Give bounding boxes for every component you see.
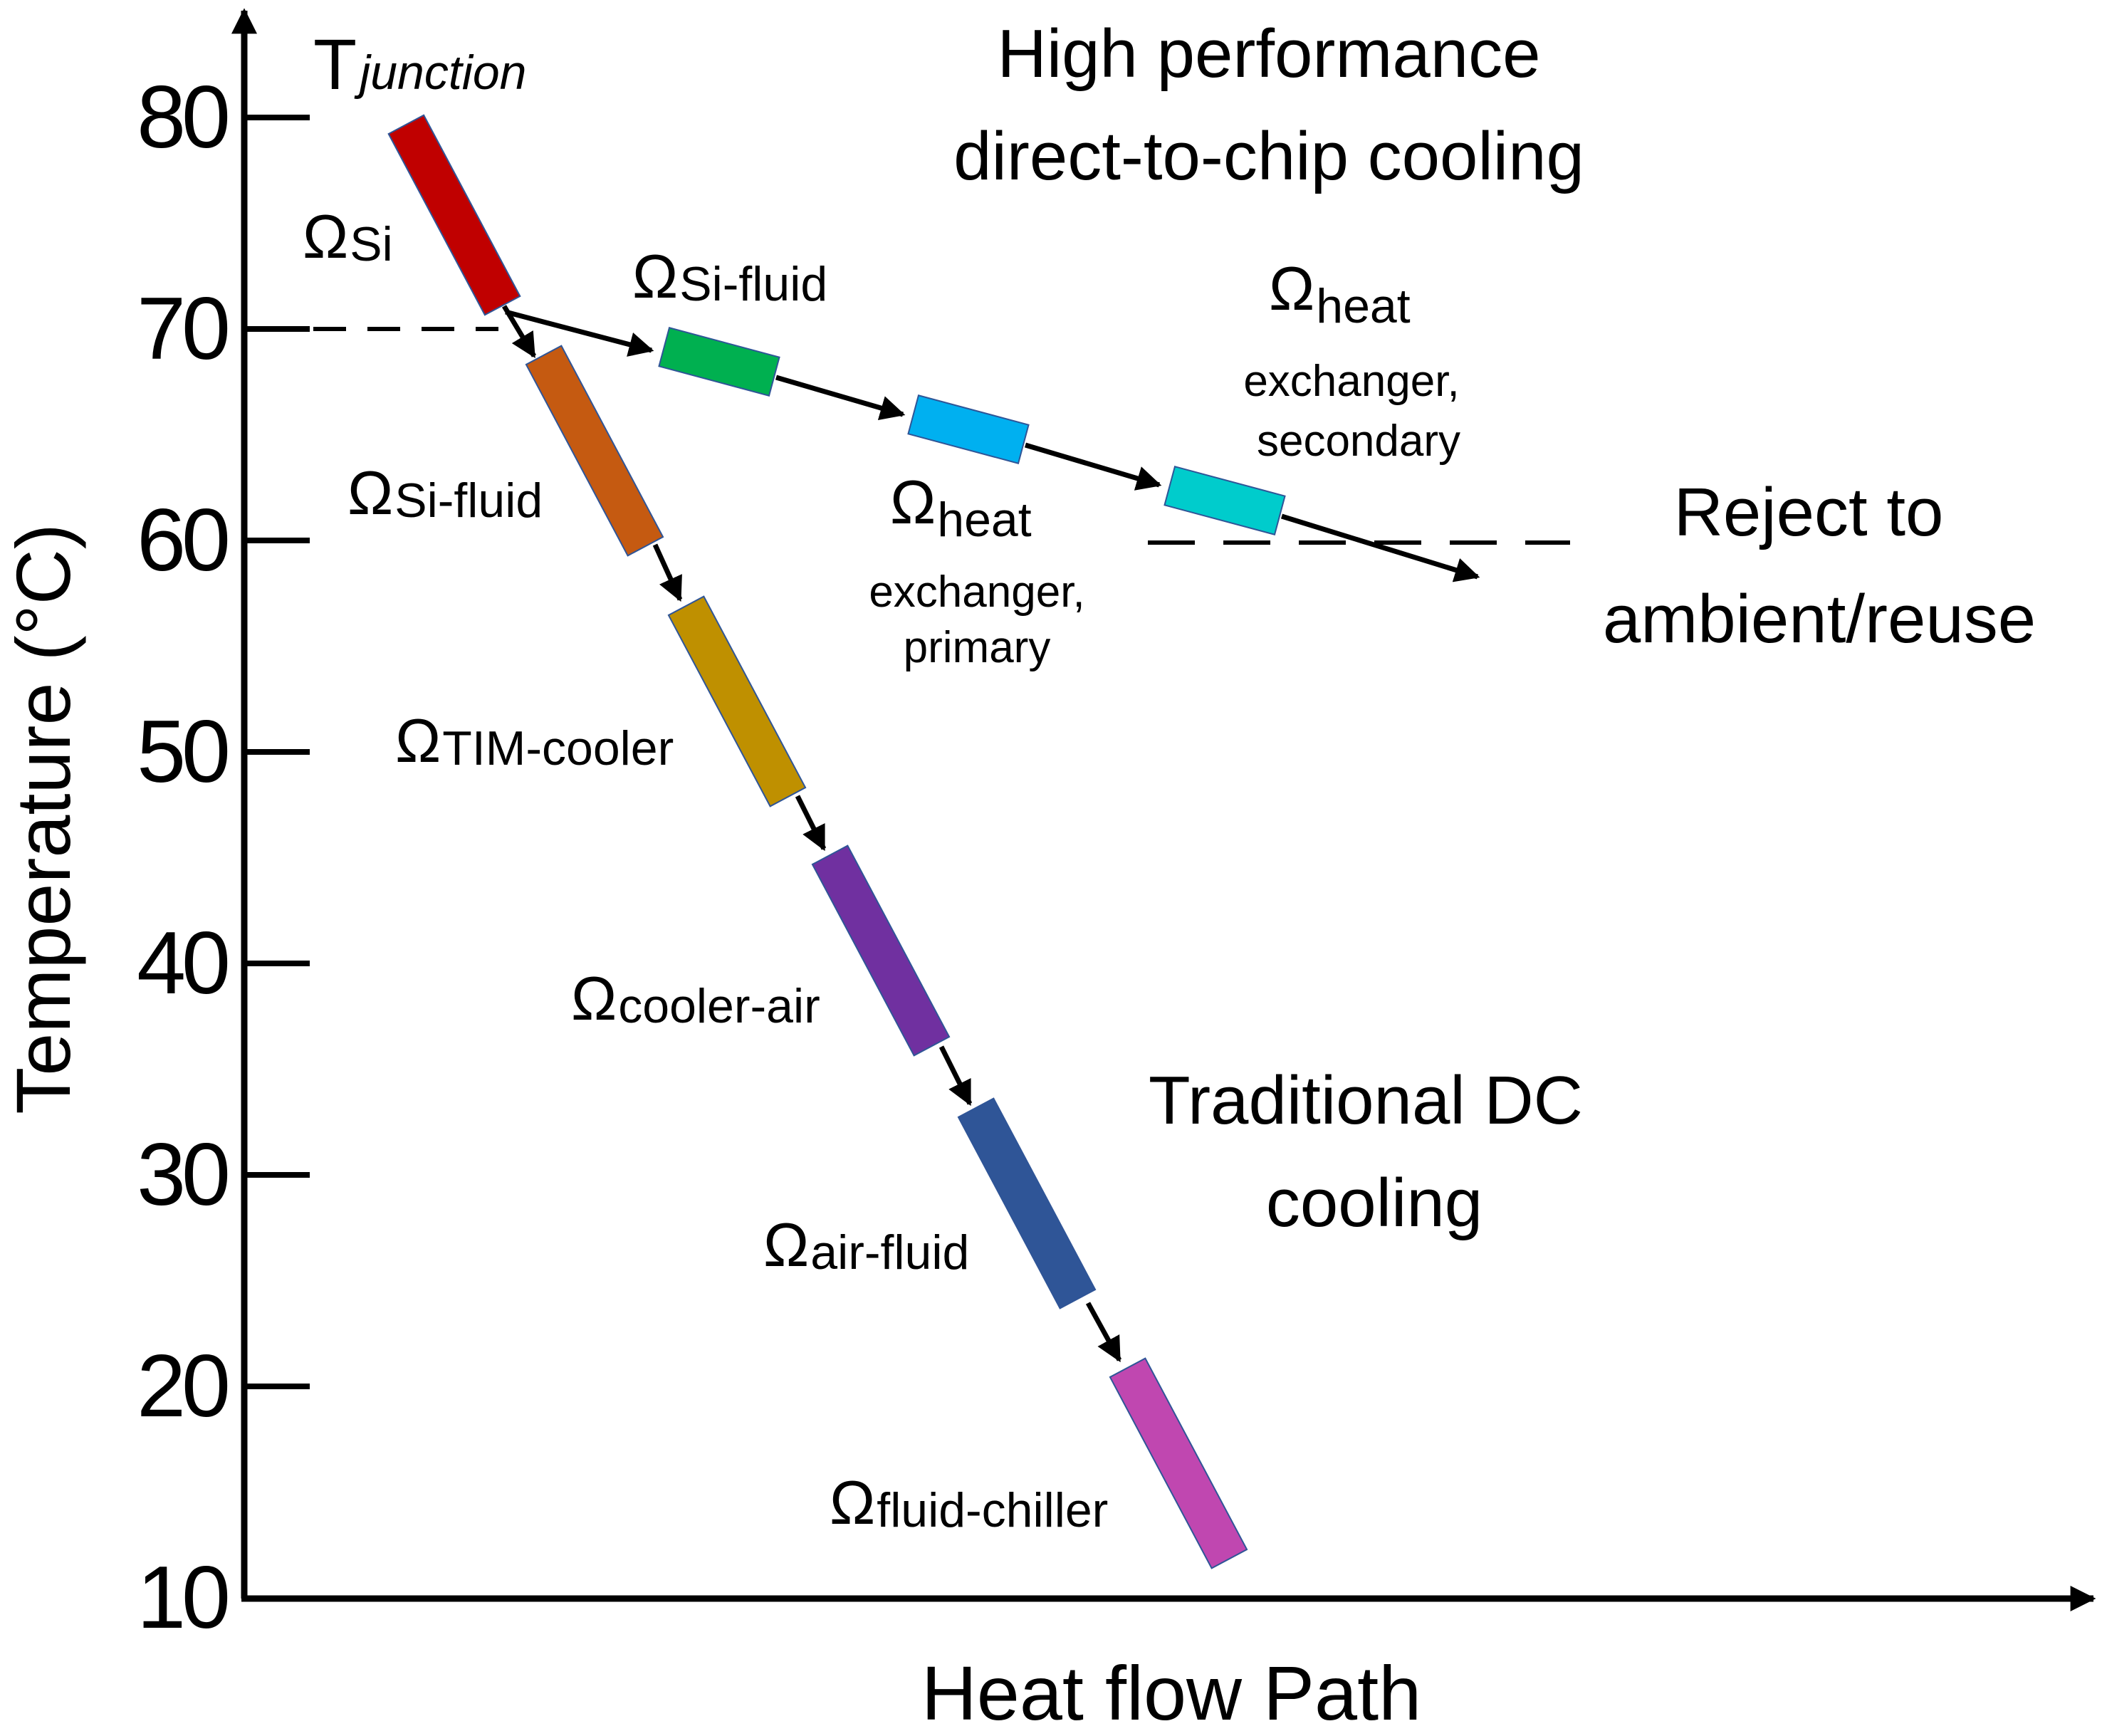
high-performance-label-line1: High performance xyxy=(997,16,1540,92)
y-tick-label-60: 60 xyxy=(137,491,228,590)
traditional-label-line2: cooling xyxy=(1266,1165,1483,1241)
label-omega-air-fluid: Ωair-fluid xyxy=(763,1211,969,1280)
flow-arrow xyxy=(652,543,683,602)
label-omega-fluid-chiller: Ωfluid-chiller xyxy=(830,1469,1108,1537)
flow-arrow xyxy=(1280,513,1480,582)
y-axis-title: Temperature (°C) xyxy=(0,523,86,1114)
y-tick-label-40: 40 xyxy=(137,914,228,1013)
traditional-path xyxy=(387,114,1248,1569)
resistor-si-fluid xyxy=(525,345,664,557)
flow-arrow xyxy=(775,375,906,420)
y-tick-label-10: 10 xyxy=(137,1549,228,1647)
label-omega-si-fluid: ΩSi-fluid xyxy=(347,459,543,528)
flow-arrow xyxy=(505,309,654,357)
y-tick-label-80: 80 xyxy=(137,68,228,167)
x-axis-title: Heat flow Path xyxy=(921,1650,1421,1732)
reject-label-line1: Reject to xyxy=(1674,474,1944,550)
resistor-cooler-air xyxy=(811,845,951,1057)
y-ticks xyxy=(244,115,310,1389)
traditional-label-line1: Traditional DC xyxy=(1149,1062,1583,1139)
t-junction-label: Tjunction xyxy=(313,25,526,105)
resistor-heat-exchanger-secondary xyxy=(1164,466,1286,535)
flow-arrow xyxy=(1025,442,1162,491)
high-performance-label-line2: direct-to-chip cooling xyxy=(953,118,1584,194)
resistor-si xyxy=(387,114,521,316)
direct-to-chip-path xyxy=(505,309,1480,582)
flow-arrow xyxy=(1085,1302,1122,1363)
label-omega-tim-cooler: ΩTIM-cooler xyxy=(395,707,674,775)
label-omega-heat-secondary: Ωheat xyxy=(1269,255,1411,333)
reject-label-line2: ambient/reuse xyxy=(1603,581,2036,657)
label-omega-cooler-air: Ωcooler-air xyxy=(571,965,820,1033)
resistor-air-fluid xyxy=(957,1097,1097,1309)
resistor-heat-exchanger-primary xyxy=(907,394,1030,464)
resistor-tim-cooler xyxy=(667,595,807,807)
label-omega-si: ΩSi xyxy=(303,203,393,271)
label-heat-exchanger-primary-line1: exchanger, xyxy=(869,568,1084,617)
y-tick-label-20: 20 xyxy=(137,1337,228,1436)
label-omega-direct-si-fluid: ΩSi-fluid xyxy=(632,243,827,311)
y-tick-label-30: 30 xyxy=(137,1126,228,1224)
y-tick-label-50: 50 xyxy=(137,703,228,801)
flow-arrow xyxy=(795,795,827,852)
label-heat-exchanger-primary-line2: primary xyxy=(904,623,1051,672)
y-tick-labels: 80 70 60 50 40 30 20 10 xyxy=(137,68,232,1647)
label-heat-exchanger-secondary-line1: exchanger, xyxy=(1243,357,1459,406)
label-omega-heat-primary: Ωheat xyxy=(890,469,1032,547)
resistor-fluid-chiller xyxy=(1109,1357,1248,1569)
resistor-direct-si-fluid xyxy=(658,327,780,397)
flow-arrow xyxy=(938,1045,973,1107)
label-heat-exchanger-secondary-line2: secondary xyxy=(1257,417,1460,466)
y-tick-label-70: 70 xyxy=(137,280,228,378)
